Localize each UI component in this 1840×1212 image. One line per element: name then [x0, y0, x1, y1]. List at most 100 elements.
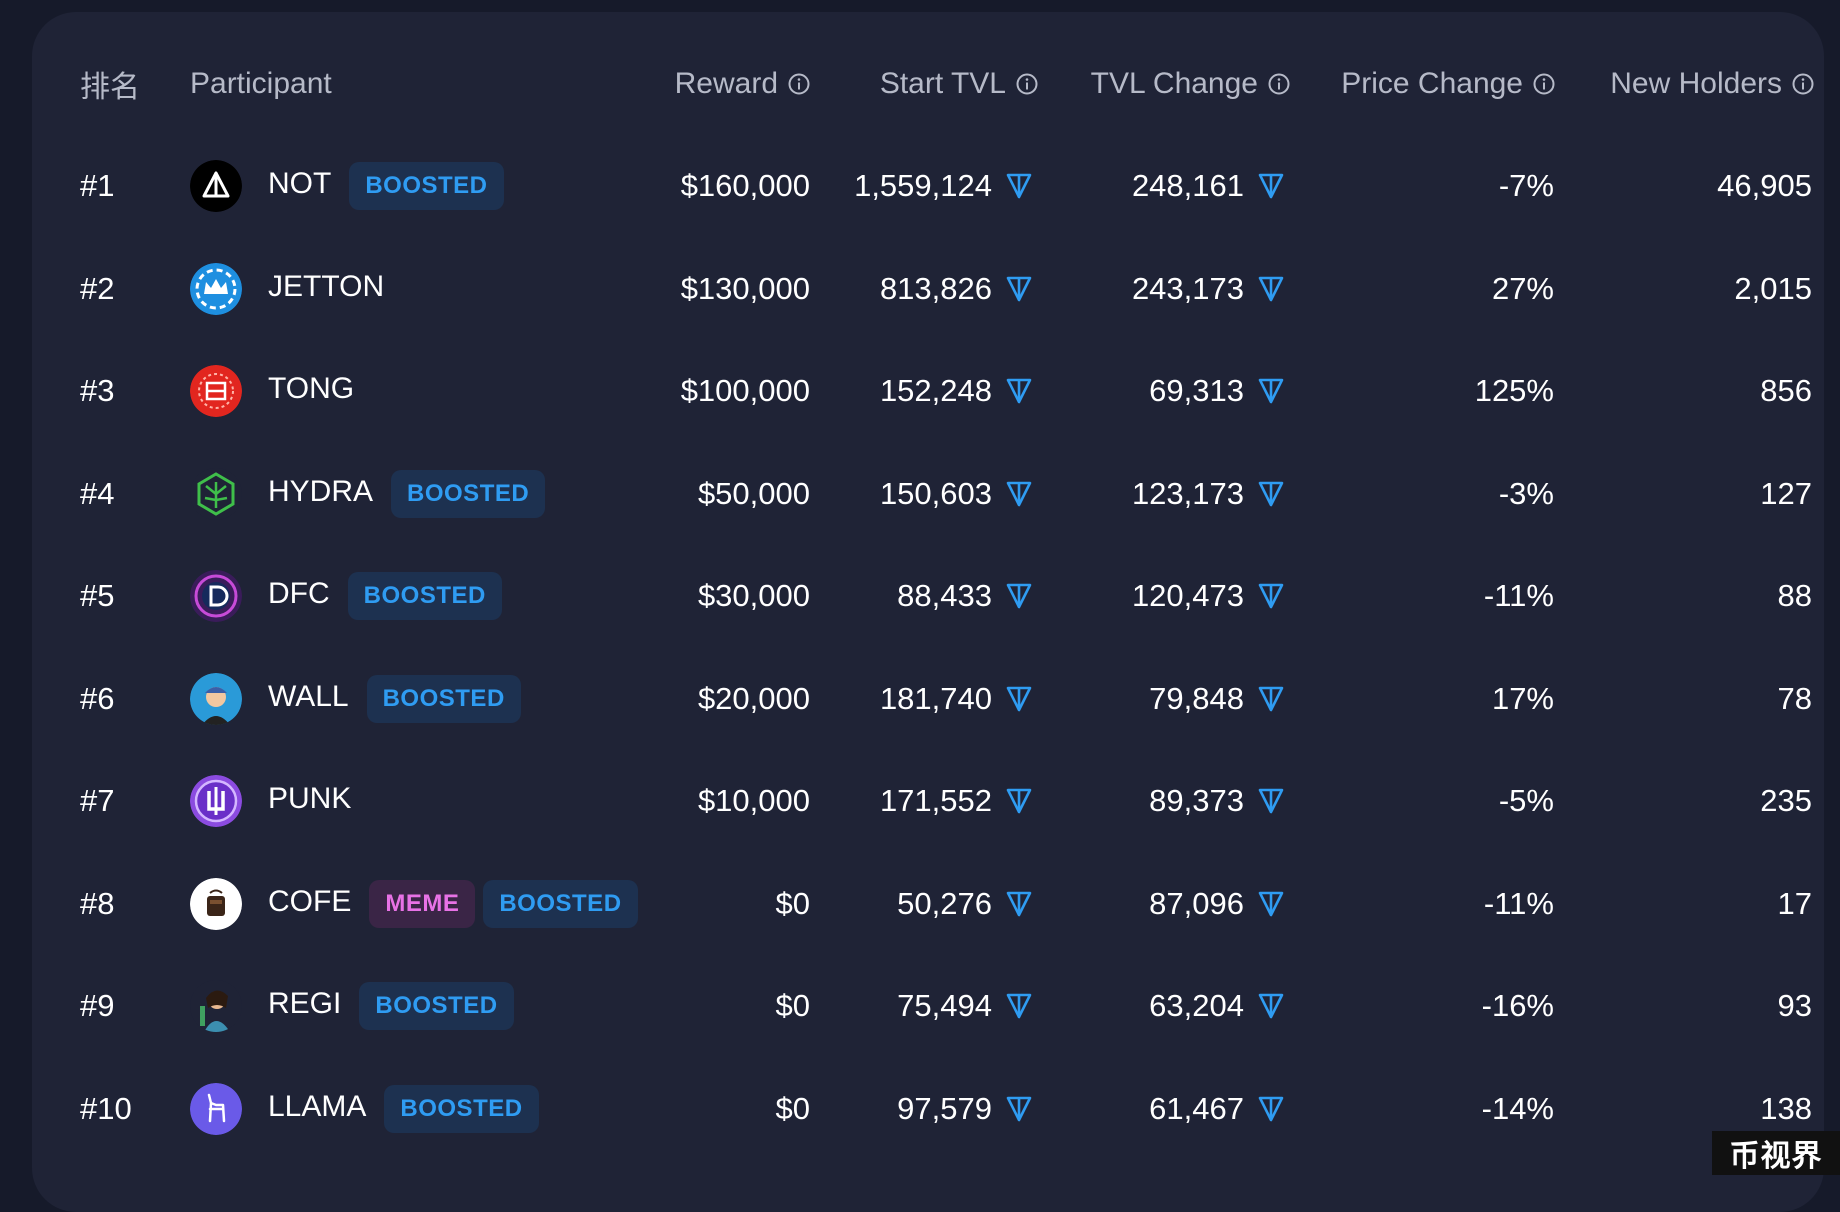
- participant-name[interactable]: PUNK: [268, 782, 352, 815]
- price-change-cell: 27%: [1491, 270, 1554, 306]
- start-tvl-cell: 50,276: [897, 854, 1034, 954]
- new-holders-cell: 46,905: [1717, 168, 1812, 203]
- rank-cell: #3: [80, 373, 115, 408]
- tvl-change-cell: 248,161: [1132, 136, 1286, 236]
- participant-name[interactable]: NOT: [268, 167, 332, 200]
- start-tvl-cell: 97,579: [897, 1059, 1034, 1159]
- reward-cell: $50,000: [697, 475, 810, 511]
- start-tvl-cell: 152,248: [880, 341, 1034, 441]
- participant-name[interactable]: LLAMA: [268, 1089, 367, 1123]
- participant-name[interactable]: WALL: [268, 679, 349, 713]
- price-change-cell: -14%: [1481, 1090, 1554, 1126]
- rank-cell: #6: [80, 680, 115, 716]
- info-icon[interactable]: [1016, 73, 1038, 95]
- column-header-tvl-change: TVL Change: [1091, 34, 1290, 134]
- rank-cell: #10: [80, 1090, 132, 1126]
- boosted-badge: BOOSTED: [347, 572, 502, 620]
- ton-icon: [1006, 993, 1032, 1019]
- boosted-badge: BOOSTED: [366, 674, 521, 723]
- new-holders-cell: 88: [1777, 578, 1812, 613]
- regi-logo-icon: [190, 980, 242, 1032]
- participant-cell[interactable]: DFC BOOSTED: [190, 546, 502, 646]
- ton-icon: [1258, 686, 1284, 711]
- column-header-reward: Reward: [675, 34, 810, 134]
- reward-cell: $100,000: [680, 373, 810, 408]
- reward-cell: $0: [775, 1090, 810, 1126]
- participant-cell[interactable]: WALL BOOSTED: [190, 649, 521, 749]
- ton-icon: [1006, 891, 1032, 916]
- ton-icon: [1258, 378, 1284, 404]
- new-holders-cell: 235: [1760, 783, 1812, 818]
- table-row[interactable]: #2 JETTON $130,000 813,826 243,173 27% 2…: [0, 239, 1840, 339]
- table-row[interactable]: #8 COFE MEME BOOSTED $0 50,276 87,096 -11%…: [0, 854, 1840, 954]
- table-header: 排名 Participant Reward Start TVL TVL Chan…: [0, 34, 1840, 134]
- start-tvl-cell: 181,740: [880, 649, 1034, 749]
- ton-icon: [1006, 378, 1032, 404]
- info-icon[interactable]: [1792, 73, 1814, 95]
- wall-logo-icon: [190, 672, 242, 725]
- tvl-change-cell: 63,204: [1149, 956, 1286, 1056]
- table-row[interactable]: #3 TONG $100,000 152,248 69,313 125% 856: [0, 341, 1840, 441]
- reward-cell: $0: [775, 988, 810, 1023]
- column-header-rank: 排名: [80, 71, 140, 104]
- ton-icon: [1258, 583, 1284, 609]
- table-row[interactable]: #5 DFC BOOSTED $30,000 88,433 120,473 -11…: [0, 546, 1840, 646]
- ton-icon: [1258, 276, 1284, 301]
- price-change-cell: -16%: [1481, 988, 1554, 1023]
- price-change-cell: -7%: [1498, 168, 1554, 203]
- new-holders-cell: 138: [1760, 1090, 1812, 1126]
- table-row[interactable]: #7 PUNK $10,000 171,552 89,373 -5% 235: [0, 751, 1840, 851]
- participant-name[interactable]: TONG: [268, 372, 355, 405]
- table-row[interactable]: #6 WALL BOOSTED $20,000 181,740 79,848 17…: [0, 649, 1840, 749]
- llama-logo-icon: [190, 1082, 242, 1135]
- tong-logo-icon: [190, 365, 242, 417]
- rank-cell: #7: [80, 783, 115, 818]
- price-change-cell: -11%: [1483, 885, 1554, 921]
- info-icon[interactable]: [788, 73, 810, 95]
- participant-cell[interactable]: JETTON: [190, 239, 384, 339]
- price-change-cell: -11%: [1483, 578, 1554, 613]
- participant-name[interactable]: REGI: [268, 987, 342, 1020]
- leaderboard-panel: [32, 12, 1824, 1212]
- reward-cell: $130,000: [680, 270, 810, 306]
- reward-cell: $10,000: [697, 783, 810, 818]
- ton-icon: [1006, 686, 1032, 711]
- ton-icon: [1006, 481, 1032, 506]
- column-header-participant: Participant: [190, 67, 332, 100]
- participant-cell[interactable]: LLAMA BOOSTED: [190, 1059, 539, 1159]
- price-change-cell: -3%: [1498, 475, 1554, 511]
- participant-name[interactable]: COFE: [268, 884, 352, 918]
- participant-name[interactable]: HYDRA: [268, 474, 374, 508]
- table-row[interactable]: #9 REGI BOOSTED $0 75,494 63,204 -16% 93: [0, 956, 1840, 1056]
- participant-name[interactable]: DFC: [268, 577, 330, 610]
- reward-cell: $20,000: [697, 680, 810, 716]
- table-row[interactable]: #1 NOT BOOSTED $160,000 1,559,124 248,161…: [0, 136, 1840, 236]
- ton-icon: [1258, 788, 1284, 814]
- new-holders-cell: 856: [1760, 373, 1812, 408]
- rank-cell: #4: [80, 475, 115, 511]
- start-tvl-cell: 150,603: [880, 444, 1034, 544]
- boosted-badge: BOOSTED: [359, 982, 514, 1030]
- participant-name[interactable]: JETTON: [268, 269, 385, 303]
- rank-cell: #2: [80, 270, 115, 306]
- participant-cell[interactable]: NOT BOOSTED: [190, 136, 504, 236]
- boosted-badge: BOOSTED: [384, 1084, 539, 1133]
- reward-cell: $30,000: [697, 578, 810, 613]
- new-holders-cell: 2,015: [1734, 270, 1812, 306]
- tvl-change-cell: 123,173: [1132, 444, 1286, 544]
- participant-cell[interactable]: REGI BOOSTED: [190, 956, 514, 1056]
- participant-cell[interactable]: HYDRA BOOSTED: [190, 444, 546, 544]
- table-row[interactable]: #10 LLAMA BOOSTED $0 97,579 61,467 -14% 1…: [0, 1059, 1840, 1159]
- start-tvl-cell: 1,559,124: [854, 136, 1034, 236]
- info-icon[interactable]: [1268, 73, 1290, 95]
- info-icon[interactable]: [1533, 73, 1555, 95]
- ton-icon: [1006, 173, 1032, 199]
- participant-cell[interactable]: TONG: [190, 341, 354, 441]
- participant-cell[interactable]: COFE MEME BOOSTED: [190, 854, 638, 954]
- reward-cell: $0: [775, 885, 810, 921]
- tvl-change-cell: 243,173: [1132, 239, 1286, 339]
- dfc-logo-icon: [190, 570, 242, 622]
- boosted-badge: BOOSTED: [349, 162, 504, 210]
- participant-cell[interactable]: PUNK: [190, 751, 351, 851]
- table-row[interactable]: #4 HYDRA BOOSTED $50,000 150,603 123,173 …: [0, 444, 1840, 544]
